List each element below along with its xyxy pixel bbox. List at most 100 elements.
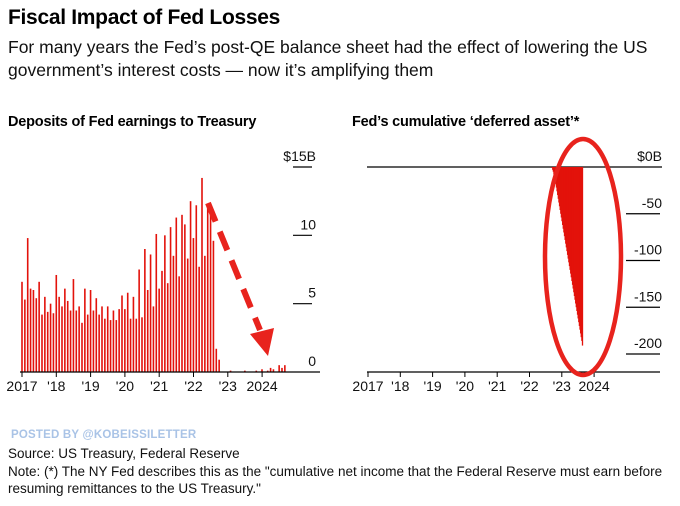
deposit-bar [261,369,263,372]
deposit-bar [155,233,158,372]
highlight-ellipse [542,136,624,378]
deposit-bar [21,281,23,372]
deposit-bar [212,240,215,372]
deposit-bar [61,306,63,372]
deposit-bar [26,238,29,372]
deposit-bar [206,206,209,372]
deposit-bar [144,249,146,372]
deposit-bar [98,314,100,372]
right-y-tick-label: -200 [634,335,662,351]
deposit-bar [175,217,178,372]
right-chart-title: Fed’s cumulative ‘deferred asset’* [352,114,580,130]
left-x-tick-label: '21 [150,378,168,394]
deposit-bar [69,310,72,372]
source-text: Source: US Treasury, Federal Reserve [8,446,240,461]
deposit-bar [184,224,186,372]
deposit-bar [138,269,140,372]
left-chart-title: Deposits of Fed earnings to Treasury [8,114,257,130]
deposit-bar [92,310,95,372]
deposit-bar [172,255,175,372]
right-x-tick-label: '21 [488,378,506,394]
right-x-tick-label: '19 [423,378,441,394]
deposit-bar [186,258,189,372]
deposit-bar [64,288,66,372]
deposit-bar [106,306,109,372]
left-y-tick-label: 5 [308,285,316,301]
right-x-tick-label: '23 [553,378,571,394]
deposit-bar [132,296,135,372]
deposit-bar [141,317,143,372]
deposit-bar [152,306,155,372]
deposit-bar [281,367,283,372]
deposit-bar [109,320,112,372]
deposit-bar [32,290,35,372]
deposit-bar [201,177,203,372]
deposit-bar [58,296,60,372]
deposit-bar [24,299,26,372]
deposit-bar [126,292,129,372]
deposit-bar [121,295,123,372]
deposit-bar [124,309,126,372]
deposit-bar [244,370,246,372]
deposit-bar [44,296,46,372]
deposit-bar [209,210,212,372]
deposit-bar [166,283,169,372]
left-x-tick-label: '22 [184,378,202,394]
deposit-bar [46,311,49,372]
right-x-tick-label: 2024 [579,378,610,394]
deposit-bar [266,370,269,372]
deposit-bar [195,205,198,372]
deposit-bar [129,318,132,372]
decline-arrow-head [250,328,274,356]
deposit-bar [278,365,280,372]
right-y-tick-label: -50 [642,195,662,211]
deposit-bar [178,276,180,372]
right-x-tick-label: '20 [456,378,474,394]
deposit-bar [229,370,232,372]
deposit-bar [81,322,83,372]
deposit-bar [66,300,69,372]
deposit-bar [272,369,275,372]
decline-arrow-line [205,201,263,332]
left-x-tick-label: '18 [47,378,65,394]
deposit-bar [149,254,152,372]
note-text: Note: (*) The NY Fed describes this as t… [8,464,663,496]
deposit-bar [29,288,32,372]
deposit-bar [86,314,89,372]
deposit-bar [118,309,120,372]
deposit-bar [192,238,195,372]
left-x-tick-label: 2017 [6,378,37,394]
deposit-bar [95,298,98,372]
deposit-bar [164,235,166,372]
deposit-bar [78,306,80,372]
deposit-bar [146,290,149,372]
deposit-bar [112,310,115,372]
left-x-tick-label: '20 [116,378,134,394]
left-y-tick-label: 0 [308,353,316,369]
deposit-bar [75,310,78,372]
right-y-tick-label: -100 [634,242,662,258]
deposit-bar [55,274,58,372]
right-x-tick-label: '22 [520,378,538,394]
right-y-tick-label: $0B [637,148,662,164]
deposit-bar [52,313,55,372]
page-subtitle: For many years the Fed’s post-QE balance… [8,37,648,80]
deposit-bar [215,348,218,372]
left-y-tick-label: $15B [283,148,316,164]
page-title: Fiscal Impact of Fed Losses [8,6,280,29]
deposit-bar [189,201,192,372]
deposit-bar [89,290,92,372]
right-chart-deferred-asset: $0B -50 -100 -150 -200 2017 '18 '19 '20 '21 '22 '23… [352,136,662,394]
deposit-bar [198,266,200,372]
deposit-bar [204,255,206,372]
deposit-bar [104,318,106,372]
deposit-bar [161,270,163,372]
left-y-tick-label: 10 [300,216,316,232]
deposit-bar [135,318,138,372]
deposit-bar [115,320,118,372]
left-x-tick-label: 2024 [247,378,278,394]
deposit-bar [101,306,103,372]
deposit-bar [218,359,220,372]
deposit-bar [84,288,86,372]
